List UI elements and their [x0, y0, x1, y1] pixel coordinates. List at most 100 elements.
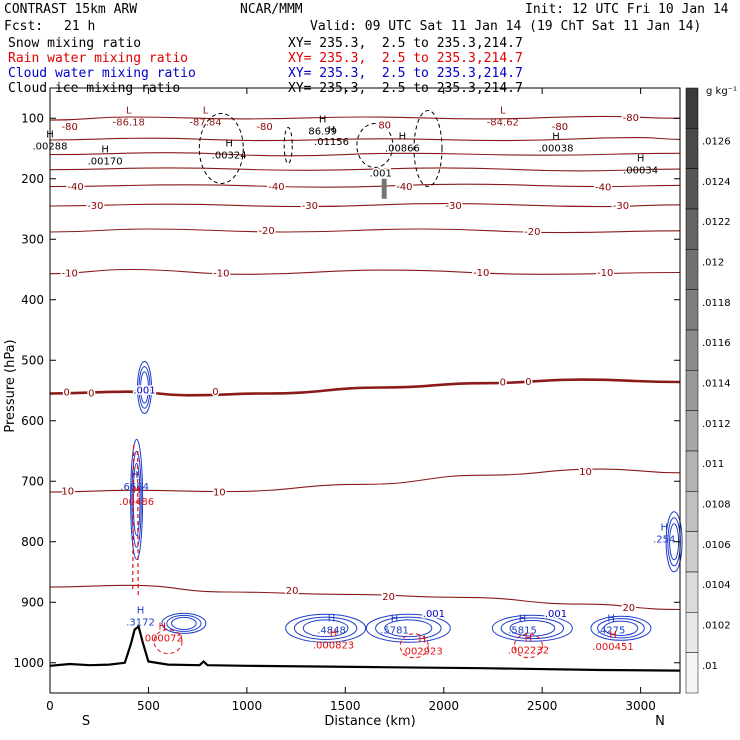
colorbar-tick-label: .0116 — [702, 338, 731, 349]
contour-label: .001 — [370, 169, 392, 180]
isotherm-minus30 — [49, 203, 681, 208]
terrain-line — [49, 624, 681, 672]
colorbar-swatch — [685, 87, 699, 129]
contour-label: 10 — [213, 488, 226, 499]
x-tick-label: 500 — [137, 699, 160, 713]
colorbar-tick-label: .0106 — [702, 540, 731, 551]
cloud-water-contour — [140, 371, 149, 404]
y-tick-label: 400 — [21, 293, 44, 307]
isotherm-minus60 — [49, 152, 681, 157]
x-end-label-north: N — [655, 714, 665, 729]
cloud-water-contour — [293, 616, 358, 640]
extremum-marker: H — [328, 125, 336, 136]
contour-label: -10 — [213, 269, 229, 280]
colorbar-swatch — [685, 652, 699, 694]
x-tick-label: 2000 — [428, 699, 459, 713]
extremum-marker: H — [101, 145, 109, 156]
extremum-value: .000072 — [142, 633, 183, 644]
field-name-snow: Snow mixing ratio — [8, 36, 142, 51]
colorbar-swatch — [685, 208, 699, 250]
colorbar-tick-label: .0126 — [702, 136, 731, 147]
extremum-marker: H — [525, 633, 533, 644]
colorbar-tick-label: .0118 — [702, 298, 731, 309]
cloud-ice-contour — [413, 110, 443, 187]
isotherm-minus40 — [49, 183, 681, 188]
cloud-water-contour — [302, 619, 349, 638]
rain-water-contour — [132, 444, 139, 597]
extremum-value: .00170 — [88, 157, 123, 168]
rain-water-contour — [153, 629, 183, 655]
cloud-water-contour — [500, 617, 565, 640]
y-tick-label: 900 — [21, 595, 44, 609]
extremum-marker: H — [391, 613, 399, 624]
cloud-water-contour — [509, 619, 556, 637]
contour-label: -10 — [62, 269, 78, 280]
contour-label: -30 — [87, 201, 103, 212]
contour-label: -30 — [613, 201, 629, 212]
contour-label: 20 — [382, 592, 395, 603]
colorbar-swatch — [685, 249, 699, 290]
extremum-value: .00034 — [623, 166, 658, 177]
isotherm-minus10 — [49, 268, 681, 275]
colorbar-unit: g kg⁻¹ — [706, 86, 737, 97]
extremum-marker: H — [637, 154, 645, 165]
contour-label: -30 — [445, 201, 461, 212]
colorbar-swatch — [685, 168, 699, 210]
isotherm-10 — [49, 468, 681, 493]
y-tick-label: 800 — [21, 535, 44, 549]
cloud-water-contour — [365, 613, 451, 643]
contour-label: -40 — [396, 182, 412, 193]
isotherm-minus70 — [49, 137, 681, 142]
extremum-marker: L — [203, 105, 209, 116]
extremum-marker: L — [500, 105, 506, 116]
field-name-rain: Rain water mixing ratio — [8, 51, 189, 66]
colorbar-tick-label: .011 — [702, 459, 724, 470]
cloud-water-contour — [491, 614, 573, 642]
cloud-water-contour — [161, 612, 207, 634]
extremum-value: .000451 — [592, 642, 633, 653]
x-tick-label: 1000 — [232, 699, 263, 713]
contour-label: 10 — [579, 467, 592, 478]
colorbar-tick-label: .0124 — [702, 177, 731, 188]
colorbar-tick-label: .0108 — [702, 499, 731, 510]
contour-label: 0 — [212, 387, 218, 398]
colorbar: .0126 .0124 .0122 .012 .0118 .0116 .0114 .0112.… — [685, 87, 731, 694]
extremum-marker: H — [399, 131, 407, 142]
colorbar-swatch — [685, 289, 699, 331]
contour-label: 20 — [286, 586, 299, 597]
cloud-water-contour — [130, 438, 144, 560]
x-axis-label: Distance (km) — [324, 714, 415, 729]
extremum-value: .5781 — [380, 625, 409, 636]
contour-label: -80 — [62, 122, 78, 133]
cloud-water-contour — [597, 618, 645, 639]
y-tick-label: 700 — [21, 474, 44, 488]
colorbar-tick-label: .0122 — [702, 217, 731, 228]
cloud-water-contour — [171, 616, 197, 630]
plot-frame — [49, 87, 681, 694]
colorbar-swatch — [685, 329, 699, 371]
model-title: CONTRAST 15km ARW — [4, 2, 138, 17]
extremum-value: .00866 — [385, 143, 420, 154]
colorbar-tick-label: .0104 — [702, 580, 731, 591]
extremum-marker: H — [552, 131, 560, 142]
extremum-marker: H — [607, 613, 615, 624]
y-axis-label: Pressure (hPa) — [3, 339, 18, 432]
contour-label: .001 — [133, 385, 155, 396]
isotherm-minus20 — [49, 228, 681, 234]
isotherm-20 — [49, 584, 681, 611]
cloud-water-contour — [166, 614, 202, 632]
contour-label-layer: -80 -80 -80-80-40 -40-40 -40-30 -30 -30 -30-20-… — [33, 105, 676, 657]
y-tick-label: 1000 — [13, 656, 44, 670]
contour-label: -40 — [595, 183, 611, 194]
extremum-marker: H — [609, 630, 617, 641]
extremum-marker: H — [418, 635, 426, 646]
extremum-value: -84.62 — [487, 117, 519, 128]
extremum-value: .002232 — [508, 645, 549, 656]
isotherm-0 — [49, 378, 681, 397]
extremum-marker: H — [131, 470, 139, 481]
contour-label: -10 — [473, 268, 489, 279]
contour-label: -40 — [67, 182, 83, 193]
x-tick-label: 3000 — [625, 699, 656, 713]
contour-label: -80 — [623, 113, 639, 124]
